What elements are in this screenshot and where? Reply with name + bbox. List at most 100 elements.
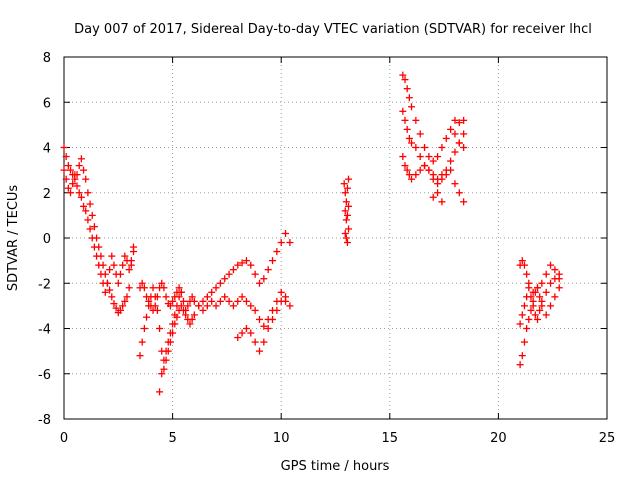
data-point xyxy=(399,107,407,115)
data-point xyxy=(342,234,350,242)
data-point xyxy=(77,193,85,201)
data-point xyxy=(247,302,255,310)
data-point xyxy=(264,266,272,274)
data-point xyxy=(127,257,135,265)
data-point xyxy=(536,293,544,301)
data-point xyxy=(451,116,459,124)
data-point xyxy=(264,325,272,332)
data-point xyxy=(345,175,353,183)
data-point xyxy=(112,304,120,312)
y-tick-label: -8 xyxy=(38,413,51,428)
data-point xyxy=(160,356,168,364)
x-tick-label: 10 xyxy=(273,431,290,446)
data-point xyxy=(547,302,555,310)
data-point xyxy=(547,261,555,269)
data-point xyxy=(216,279,224,287)
y-axis-label: SDTVAR / TECUs xyxy=(6,185,21,292)
data-point xyxy=(199,306,207,314)
data-point xyxy=(518,311,526,319)
data-point xyxy=(234,297,242,305)
data-point xyxy=(179,297,187,305)
data-point xyxy=(71,171,79,179)
grid-lines xyxy=(64,57,607,419)
data-point xyxy=(80,166,88,174)
data-point xyxy=(538,279,546,287)
data-point xyxy=(408,175,416,183)
data-point xyxy=(438,144,446,151)
data-point xyxy=(75,162,83,170)
x-tick-label: 0 xyxy=(60,431,68,446)
data-point xyxy=(536,306,544,314)
x-tick-label: 5 xyxy=(168,431,176,446)
data-point xyxy=(421,144,429,151)
data-points xyxy=(60,71,563,396)
data-point xyxy=(177,288,185,296)
data-point xyxy=(190,311,198,319)
data-point xyxy=(405,94,413,102)
data-point xyxy=(434,153,442,161)
data-point xyxy=(286,302,294,310)
data-point xyxy=(212,284,220,292)
data-point xyxy=(269,257,277,265)
data-point xyxy=(106,266,114,274)
x-tick-label: 20 xyxy=(490,431,507,446)
data-point xyxy=(101,288,109,296)
data-point xyxy=(455,119,463,127)
data-point xyxy=(136,352,144,360)
chart-title: Day 007 of 2017, Sidereal Day-to-day VTE… xyxy=(74,22,592,37)
data-point xyxy=(195,302,203,310)
data-point xyxy=(169,320,177,328)
data-point xyxy=(527,306,535,314)
data-point xyxy=(277,297,285,305)
data-point xyxy=(229,302,237,310)
data-point xyxy=(203,302,211,310)
data-point xyxy=(188,315,196,323)
data-point xyxy=(156,325,164,332)
data-point xyxy=(542,288,550,296)
data-point xyxy=(447,166,455,174)
data-point xyxy=(343,184,351,192)
data-point xyxy=(412,144,420,151)
data-point xyxy=(455,189,463,197)
data-point xyxy=(525,315,533,323)
data-point xyxy=(138,279,146,287)
data-point xyxy=(162,347,170,355)
data-point xyxy=(242,257,250,265)
data-point xyxy=(153,293,161,301)
data-point xyxy=(225,297,233,305)
data-point xyxy=(64,184,72,192)
data-point xyxy=(516,361,524,369)
data-point xyxy=(110,261,118,269)
data-point xyxy=(255,315,263,323)
data-point xyxy=(451,180,459,188)
data-point xyxy=(90,243,98,251)
data-point xyxy=(158,370,166,378)
data-point xyxy=(166,329,174,337)
data-point xyxy=(138,338,146,346)
data-point xyxy=(188,293,196,301)
data-point xyxy=(190,297,198,305)
y-tick-label: 0 xyxy=(43,232,51,247)
data-point xyxy=(77,155,85,163)
data-point xyxy=(160,284,168,292)
data-point xyxy=(175,284,183,292)
data-point xyxy=(520,302,528,310)
data-point xyxy=(260,275,268,283)
data-point xyxy=(121,297,129,305)
data-point xyxy=(277,239,285,247)
data-point xyxy=(438,175,446,183)
data-point xyxy=(286,239,294,247)
data-point xyxy=(529,302,537,310)
data-point xyxy=(208,297,216,305)
data-point xyxy=(225,270,233,278)
data-point xyxy=(342,198,350,206)
y-axis-ticks: 8 6 4 2 0 -2 -4 -6 -8 xyxy=(38,51,607,428)
data-point xyxy=(520,338,528,346)
x-tick-label: 25 xyxy=(599,431,616,446)
data-point xyxy=(277,288,285,296)
y-tick-label: -4 xyxy=(38,323,51,338)
data-point xyxy=(234,261,242,269)
data-point xyxy=(345,202,353,210)
data-point xyxy=(442,134,450,142)
data-point xyxy=(412,116,420,124)
